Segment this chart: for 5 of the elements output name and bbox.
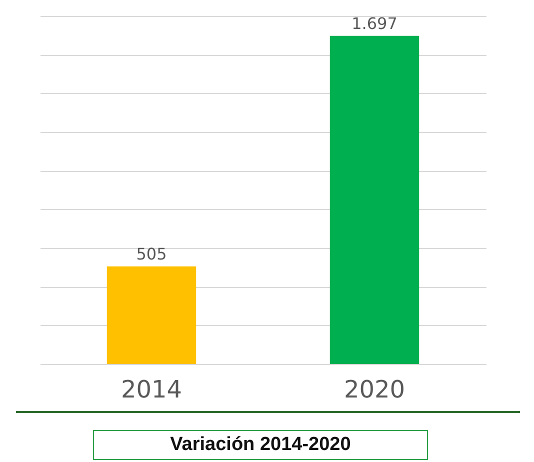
data-label: 1.697 xyxy=(352,14,398,33)
data-label: 505 xyxy=(136,244,167,264)
x-tick-label: 2020 xyxy=(344,376,406,404)
x-tick-label: 2014 xyxy=(120,376,182,404)
text: Variación 2014-2020 xyxy=(93,430,428,460)
